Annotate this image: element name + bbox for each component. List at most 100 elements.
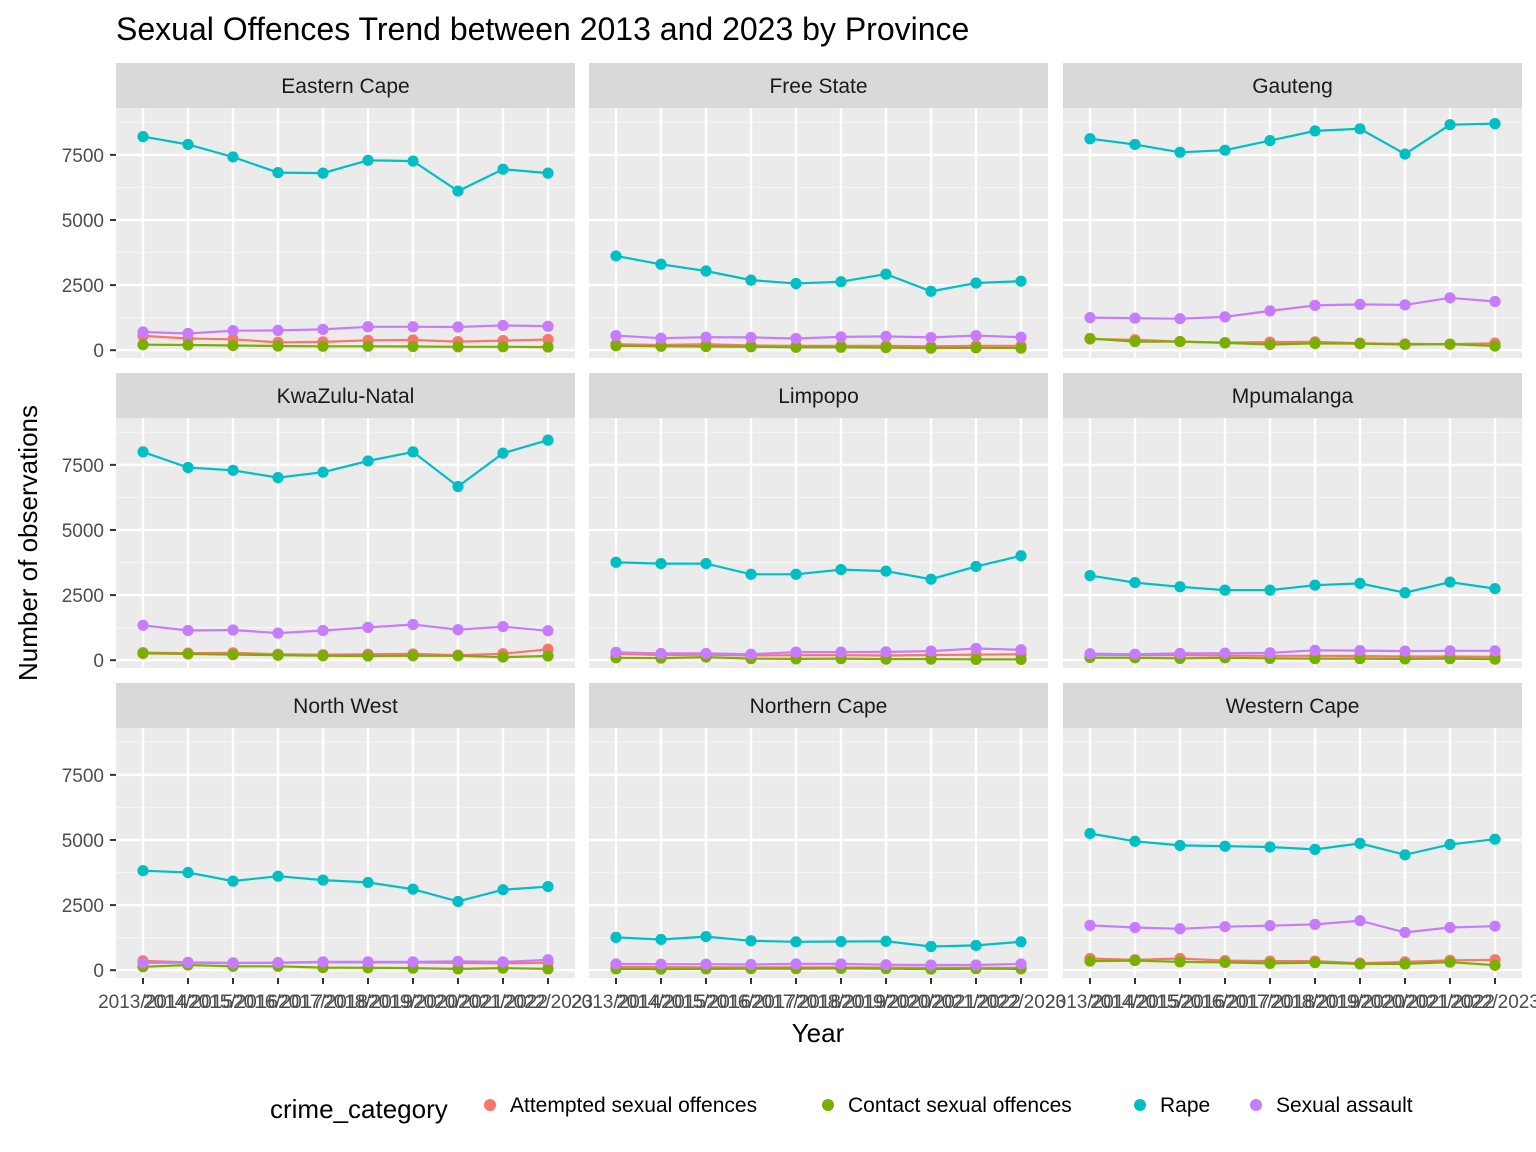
- series-line-contact-sexual-offences: [615, 967, 1022, 971]
- data-point-rape: [407, 446, 419, 458]
- x-tick-label: 2019/2020: [1315, 992, 1405, 1013]
- data-point-rape: [1129, 576, 1141, 589]
- data-point-contact-sexual-offences: [1444, 653, 1456, 665]
- data-point-sexual-assault: [835, 331, 847, 343]
- x-tick-label: 2017/2018: [1225, 992, 1315, 1013]
- data-point-rape: [880, 565, 892, 577]
- data-point-rape: [1219, 584, 1231, 596]
- data-point-contact-sexual-offences: [925, 653, 937, 665]
- series-line-contact-sexual-offences: [1089, 959, 1496, 967]
- y-tick-label: 7500: [62, 456, 104, 477]
- data-point-rape: [362, 455, 374, 467]
- data-point-contact-sexual-offences: [1174, 956, 1186, 968]
- data-point-sexual-assault: [1444, 645, 1456, 657]
- facet-label-northern-cape: Northern Cape: [750, 695, 888, 718]
- data-point-contact-sexual-offences: [610, 340, 622, 352]
- series-line-contact-sexual-offences: [142, 343, 549, 349]
- data-point-rape: [655, 258, 667, 270]
- data-point-contact-sexual-offences: [1399, 958, 1411, 970]
- data-point-sexual-assault: [1174, 647, 1186, 660]
- series-line-rape: [615, 935, 1022, 948]
- data-point-sexual-assault: [1354, 298, 1366, 310]
- data-point-contact-sexual-offences: [880, 341, 892, 354]
- data-point-rape: [452, 480, 464, 493]
- data-point-rape: [317, 167, 329, 179]
- data-point-sexual-assault: [610, 330, 622, 342]
- data-point-contact-sexual-offences: [1264, 957, 1276, 970]
- data-point-sexual-assault: [1354, 644, 1366, 657]
- facet-strip-kwazulu-natal: [116, 373, 575, 418]
- data-point-rape: [317, 874, 329, 886]
- data-point-sexual-assault: [925, 331, 937, 344]
- data-point-contact-sexual-offences: [1264, 338, 1276, 351]
- data-point-contact-sexual-offences: [925, 342, 937, 354]
- data-point-sexual-assault: [790, 646, 802, 658]
- data-point-sexual-assault: [1309, 299, 1321, 311]
- facet-label-free-state: Free State: [769, 75, 867, 98]
- data-point-rape: [497, 163, 509, 175]
- data-point-sexual-assault: [1489, 295, 1501, 308]
- series-line-rape: [1089, 574, 1496, 594]
- data-point-contact-sexual-offences: [497, 651, 509, 663]
- legend-label-sexual-assault: Sexual assault: [1276, 1094, 1413, 1117]
- data-point-rape: [1489, 582, 1501, 595]
- series-line-contact-sexual-offences: [615, 655, 1021, 661]
- data-point-contact-sexual-offences: [700, 340, 712, 353]
- data-point-contact-sexual-offences: [1309, 337, 1321, 350]
- data-point-rape: [1444, 576, 1456, 588]
- data-point-sexual-assault: [1399, 299, 1411, 311]
- series-line-rape: [615, 254, 1022, 293]
- data-point-rape: [790, 277, 802, 290]
- x-tick-label: 2015/2016: [188, 992, 278, 1013]
- x-tick-label: 2021/2022: [1405, 992, 1495, 1013]
- data-point-sexual-assault: [407, 956, 419, 968]
- legend-title: crime_category: [270, 1094, 448, 1124]
- x-tick-label: 2022/2023: [976, 992, 1066, 1013]
- data-point-contact-sexual-offences: [1444, 956, 1456, 968]
- series-line-sexual-assault: [615, 647, 1022, 656]
- data-point-sexual-assault: [407, 321, 419, 333]
- facet-strip-gauteng: [1063, 63, 1522, 108]
- data-point-sexual-assault: [970, 330, 982, 342]
- data-point-sexual-assault: [655, 332, 667, 344]
- data-point-sexual-assault: [1399, 645, 1411, 657]
- data-point-rape: [272, 472, 284, 484]
- data-point-rape: [925, 573, 937, 585]
- legend-label-contact-sexual-offences: Contact sexual offences: [848, 1094, 1072, 1117]
- data-point-rape: [610, 250, 622, 262]
- series-line-attempted-sexual-offences: [615, 343, 1021, 348]
- data-point-contact-sexual-offences: [1015, 653, 1027, 666]
- data-point-contact-sexual-offences: [272, 649, 284, 661]
- data-point-rape: [137, 131, 149, 143]
- data-point-contact-sexual-offences: [452, 341, 464, 353]
- data-point-contact-sexual-offences: [362, 340, 374, 352]
- data-point-sexual-assault: [610, 958, 622, 970]
- data-point-contact-sexual-offences: [1309, 957, 1321, 969]
- data-point-contact-sexual-offences: [1084, 955, 1096, 967]
- data-point-contact-sexual-offences: [970, 653, 982, 666]
- x-tick-label: 2021/2022: [458, 992, 548, 1013]
- data-point-sexual-assault: [227, 624, 239, 636]
- data-point-sexual-assault: [497, 620, 509, 633]
- data-point-contact-sexual-offences: [1489, 653, 1501, 665]
- y-tick-label: 2500: [62, 586, 104, 607]
- data-point-rape: [272, 166, 284, 179]
- data-point-rape: [407, 883, 419, 895]
- data-point-contact-sexual-offences: [1309, 653, 1321, 665]
- y-tick-label: 5000: [62, 211, 104, 232]
- data-point-sexual-assault: [272, 324, 284, 336]
- data-point-sexual-assault: [880, 959, 892, 971]
- series-line-rape: [1089, 122, 1496, 156]
- data-point-rape: [317, 466, 329, 478]
- y-axis-title: Number of observations: [13, 405, 43, 681]
- data-point-contact-sexual-offences: [182, 648, 194, 660]
- facet-label-limpopo: Limpopo: [778, 385, 859, 408]
- data-point-rape: [227, 151, 239, 163]
- data-point-contact-sexual-offences: [745, 341, 757, 353]
- facet-label-eastern-cape: Eastern Cape: [281, 75, 409, 98]
- data-point-contact-sexual-offences: [1174, 335, 1186, 348]
- data-point-contact-sexual-offences: [1129, 954, 1141, 967]
- data-point-sexual-assault: [1015, 958, 1027, 970]
- x-tick-label: 2015/2016: [1135, 992, 1225, 1013]
- panel-background-north-west: [116, 728, 575, 978]
